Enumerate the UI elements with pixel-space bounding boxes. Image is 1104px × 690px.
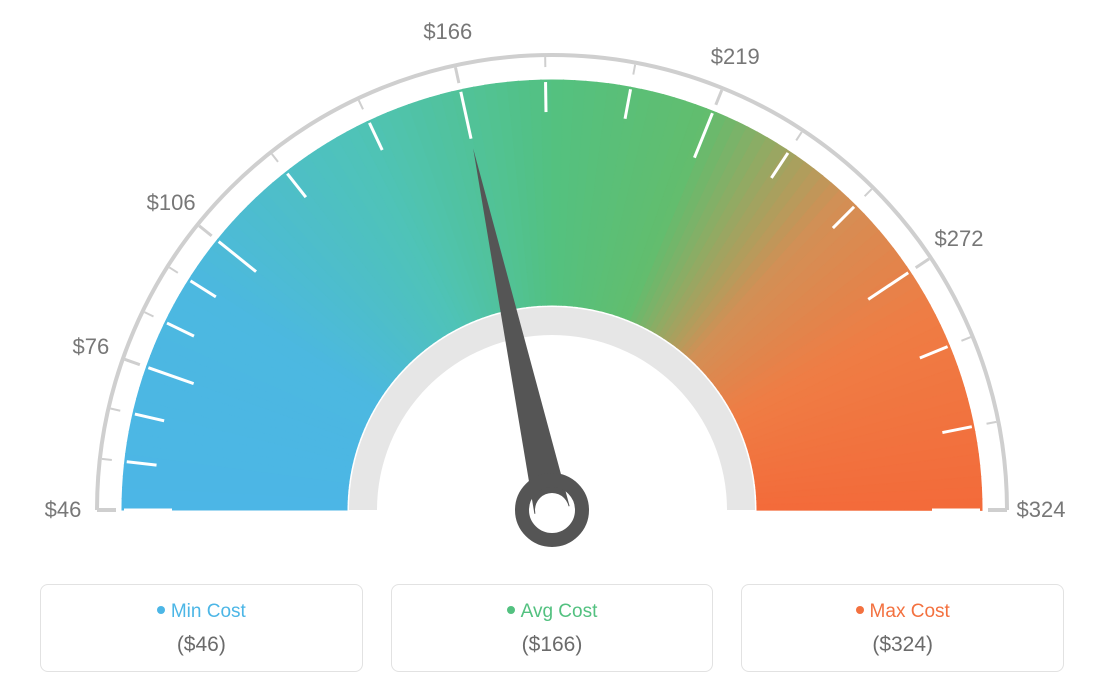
legend-card-max: Max Cost ($324): [741, 584, 1064, 672]
legend-min-value: ($46): [51, 633, 352, 657]
cost-gauge-chart: $46 $76 $106 $166 $219 $272 $324 Min Cost ($46…: [0, 0, 1104, 690]
gauge-tick-label: $166: [423, 19, 472, 45]
gauge-svg: [0, 0, 1104, 560]
gauge-tick-label: $272: [934, 226, 983, 252]
legend-min-title: Min Cost: [51, 601, 352, 623]
legend-avg-title: Avg Cost: [402, 601, 703, 623]
legend-avg-label: Avg Cost: [521, 601, 598, 622]
legend-row: Min Cost ($46) Avg Cost ($166) Max Cost …: [40, 584, 1064, 672]
legend-avg-value: ($166): [402, 633, 703, 657]
dot-icon: [157, 606, 165, 614]
legend-card-avg: Avg Cost ($166): [391, 584, 714, 672]
legend-max-title: Max Cost: [752, 601, 1053, 623]
legend-card-min: Min Cost ($46): [40, 584, 363, 672]
gauge-tick-label: $46: [45, 497, 82, 523]
legend-min-label: Min Cost: [171, 601, 246, 622]
gauge-tick-label: $219: [711, 44, 760, 70]
legend-max-value: ($324): [752, 633, 1053, 657]
gauge-tick-label: $324: [1017, 497, 1066, 523]
gauge-tick-label: $106: [147, 190, 196, 216]
dot-icon: [507, 606, 515, 614]
gauge-area: $46 $76 $106 $166 $219 $272 $324: [0, 0, 1104, 560]
legend-max-label: Max Cost: [870, 601, 950, 622]
dot-icon: [856, 606, 864, 614]
gauge-tick-label: $76: [72, 334, 109, 360]
